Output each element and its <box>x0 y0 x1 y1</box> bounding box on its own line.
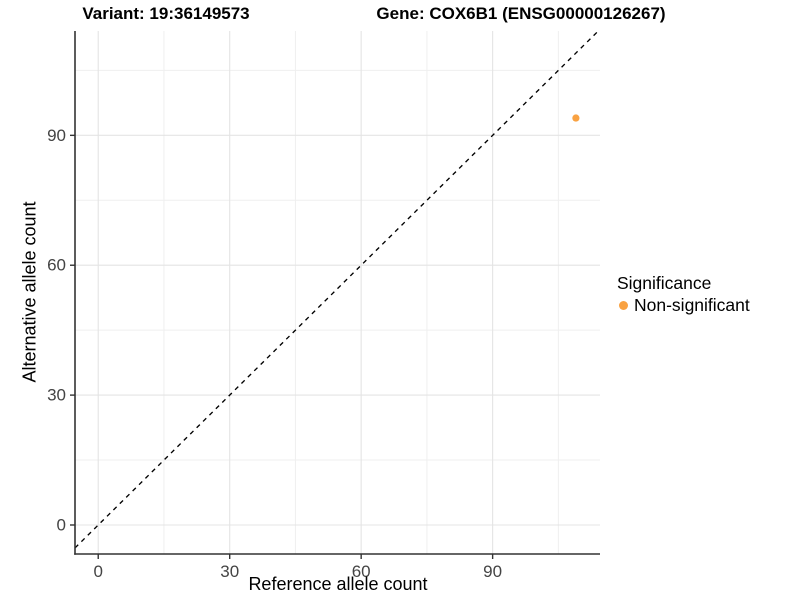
x-axis-title: Reference allele count <box>248 574 428 594</box>
legend-item-non-significant: Non-significant <box>617 295 750 316</box>
legend-point-swatch-icon <box>619 301 628 310</box>
plot-title-variant: Variant: 19:36149573 <box>82 4 250 23</box>
y-axis-title: Alternative allele count <box>19 201 40 383</box>
svg-text:30: 30 <box>47 386 66 405</box>
svg-text:30: 30 <box>220 562 239 581</box>
svg-text:90: 90 <box>483 562 502 581</box>
legend-title: Significance <box>617 273 712 293</box>
svg-text:90: 90 <box>47 126 66 145</box>
plot-title-gene: Gene: COX6B1 (ENSG00000126267) <box>376 4 666 23</box>
svg-text:0: 0 <box>93 562 102 581</box>
svg-text:0: 0 <box>57 515 66 534</box>
svg-text:60: 60 <box>47 256 66 275</box>
legend: Significance Non-significant <box>617 273 750 316</box>
svg-text:60: 60 <box>352 562 371 581</box>
legend-item-label: Non-significant <box>634 295 750 315</box>
